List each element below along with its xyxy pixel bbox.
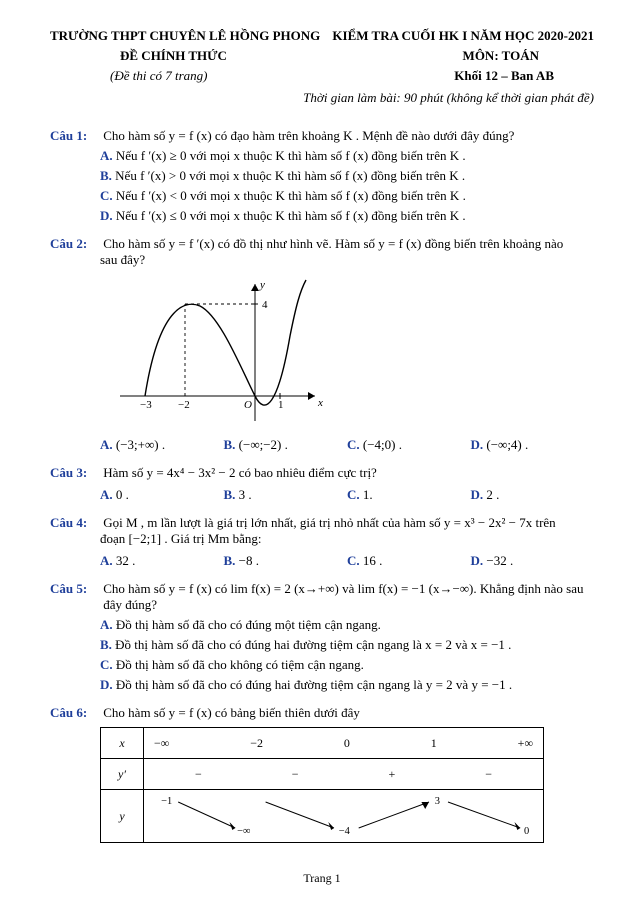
q5-label: Câu 5:: [50, 581, 100, 597]
q5-opt-c: C. Đồ thị hàm số đã cho không có tiệm cậ…: [50, 657, 594, 673]
header-row-2: ĐỀ CHÍNH THỨC MÔN: TOÁN: [50, 48, 594, 64]
svg-text:−∞: −∞: [237, 825, 251, 837]
q1-c-text: Nếu f ′(x) < 0 với mọi x thuộc K thì hàm…: [116, 188, 466, 203]
question-4: Câu 4: Gọi M , m lần lượt là giá trị lớn…: [50, 515, 594, 531]
bt-y1-3: −: [485, 767, 492, 782]
chart-svg: −3 −2 1 4 x y O: [100, 276, 330, 431]
bt-row-x: x −∞ −2 0 1 +∞: [101, 728, 544, 759]
q5-c-text: Đồ thị hàm số đã cho không có tiệm cận n…: [116, 657, 364, 672]
q1-opt-d: D. Nếu f ′(x) ≤ 0 với mọi x thuộc K thì …: [50, 208, 594, 224]
q2-b: (−∞;−2) .: [239, 437, 288, 452]
q4-choices: A. 32 . B. −8 . C. 16 . D. −32 .: [50, 553, 594, 569]
question-2: Câu 2: Cho hàm số y = f ′(x) có đồ thị n…: [50, 236, 594, 252]
svg-text:−4: −4: [339, 825, 351, 837]
origin-label: O: [244, 399, 252, 411]
q5-stem: Cho hàm số y = f (x) có lim f(x) = 2 (x→…: [103, 581, 592, 613]
q3-choices: A. 0 . B. 3 . C. 1. D. 2 .: [50, 487, 594, 503]
q4-d: −32 .: [486, 553, 513, 568]
svg-text:−1: −1: [161, 795, 172, 807]
header-row-3: (Đề thi có 7 trang) Khối 12 – Ban AB: [50, 68, 594, 84]
q3-stem: Hàm số y = 4x⁴ − 3x² − 2 có bao nhiêu đi…: [103, 465, 592, 481]
q4-label: Câu 4:: [50, 515, 100, 531]
q5-opt-b: B. Đồ thị hàm số đã cho có đúng hai đườn…: [50, 637, 594, 653]
school-name: TRƯỜNG THPT CHUYÊN LÊ HỒNG PHONG: [50, 28, 320, 44]
q4-stem2: đoạn [−2;1] . Giá trị Mm bằng:: [50, 531, 594, 547]
q4-b: −8 .: [239, 553, 259, 568]
bt-y1-0: −: [195, 767, 202, 782]
question-3: Câu 3: Hàm số y = 4x⁴ − 3x² − 2 có bao n…: [50, 465, 594, 481]
q3-b: 3 .: [239, 487, 252, 502]
q1-stem: Cho hàm số y = f (x) có đạo hàm trên kho…: [103, 128, 592, 144]
bt-x-2: 0: [344, 736, 350, 751]
bt-y1-1: −: [292, 767, 299, 782]
official-label: ĐỀ CHÍNH THỨC: [50, 48, 227, 64]
q1-opt-c: C. Nếu f ′(x) < 0 với mọi x thuộc K thì …: [50, 188, 594, 204]
bt-x-1: −2: [250, 736, 263, 751]
question-1: Câu 1: Cho hàm số y = f (x) có đạo hàm t…: [50, 128, 594, 144]
q2-c: (−4;0) .: [363, 437, 402, 452]
xtick-1: 1: [278, 399, 284, 411]
q3-d: 2 .: [486, 487, 499, 502]
q2-chart: −3 −2 1 4 x y O: [50, 276, 594, 431]
bt-row-y1: y′ − − + −: [101, 759, 544, 790]
q1-b-text: Nếu f ′(x) > 0 với mọi x thuộc K thì hàm…: [115, 168, 465, 183]
q4-a: 32 .: [116, 553, 136, 568]
q3-a: 0 .: [116, 487, 129, 502]
time-note: Thời gian làm bài: 90 phút (không kể thờ…: [50, 90, 594, 106]
bt-y1-2: +: [388, 767, 395, 782]
header-row-1: TRƯỜNG THPT CHUYÊN LÊ HỒNG PHONG KIỂM TR…: [50, 28, 594, 44]
q2-stem1: Cho hàm số y = f ′(x) có đồ thị như hình…: [103, 236, 592, 252]
q5-a-text: Đồ thị hàm số đã cho có đúng một tiệm cậ…: [116, 617, 381, 632]
q1-a-text: Nếu f ′(x) ≥ 0 với mọi x thuộc K thì hàm…: [116, 148, 466, 163]
question-6: Câu 6: Cho hàm số y = f (x) có bảng biến…: [50, 705, 594, 721]
xtick-neg2: −2: [178, 399, 190, 411]
svg-text:0: 0: [524, 825, 529, 837]
axis-y-label: y: [259, 279, 265, 291]
pages-note: (Đề thi có 7 trang): [50, 68, 207, 84]
bt-x-3: 1: [431, 736, 437, 751]
q2-stem2: sau đây?: [50, 252, 594, 268]
exam-title: KIỂM TRA CUỐI HK I NĂM HỌC 2020-2021: [332, 28, 594, 44]
q6-stem: Cho hàm số y = f (x) có bảng biến thiên …: [103, 705, 592, 721]
grade-label: Khối 12 – Ban AB: [454, 68, 594, 84]
q2-a: (−3;+∞) .: [116, 437, 165, 452]
bt-x-0: −∞: [154, 736, 169, 751]
q5-d-text: Đồ thị hàm số đã cho có đúng hai đường t…: [116, 677, 512, 692]
page: TRƯỜNG THPT CHUYÊN LÊ HỒNG PHONG KIỂM TR…: [0, 0, 644, 906]
q5-b-text: Đồ thị hàm số đã cho có đúng hai đường t…: [115, 637, 511, 652]
bt-x-4: +∞: [518, 736, 533, 751]
svg-text:3: 3: [435, 795, 440, 807]
page-footer: Trang 1: [50, 871, 594, 886]
question-5: Câu 5: Cho hàm số y = f (x) có lim f(x) …: [50, 581, 594, 613]
q4-stem1: Gọi M , m lần lượt là giá trị lớn nhất, …: [103, 515, 592, 531]
q2-d: (−∞;4) .: [486, 437, 528, 452]
q2-choices: A. (−3;+∞) . B. (−∞;−2) . C. (−4;0) . D.…: [50, 437, 594, 453]
q3-label: Câu 3:: [50, 465, 100, 481]
q5-opt-d: D. Đồ thị hàm số đã cho có đúng hai đườn…: [50, 677, 594, 693]
q2-label: Câu 2:: [50, 236, 100, 252]
axis-x-label: x: [317, 397, 323, 409]
q6-label: Câu 6:: [50, 705, 100, 721]
bt-y1-cells: − − + −: [144, 759, 544, 790]
bt-x-cells: −∞ −2 0 1 +∞: [144, 728, 544, 759]
q1-opt-b: B. Nếu f ′(x) > 0 với mọi x thuộc K thì …: [50, 168, 594, 184]
q1-d-text: Nếu f ′(x) ≤ 0 với mọi x thuộc K thì hàm…: [116, 208, 466, 223]
q4-c: 16 .: [363, 553, 383, 568]
q1-label: Câu 1:: [50, 128, 100, 144]
q1-opt-a: A. Nếu f ′(x) ≥ 0 với mọi x thuộc K thì …: [50, 148, 594, 164]
bt-y1-label: y′: [101, 759, 144, 790]
variation-table: x −∞ −2 0 1 +∞ y′ − −: [50, 727, 594, 843]
q5-opt-a: A. Đồ thị hàm số đã cho có đúng một tiệm…: [50, 617, 594, 633]
subject-label: MÔN: TOÁN: [463, 48, 594, 64]
bt-x-label: x: [101, 728, 144, 759]
ytick-4: 4: [262, 299, 268, 311]
q3-c: 1.: [363, 487, 373, 502]
xtick-neg3: −3: [140, 399, 152, 411]
